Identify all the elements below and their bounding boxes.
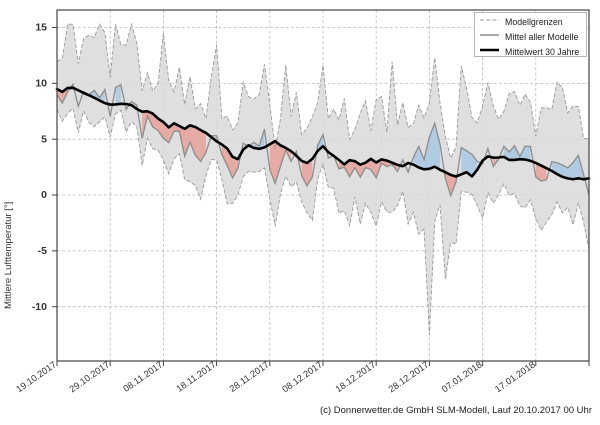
svg-text:08.12.2017: 08.12.2017: [280, 359, 324, 394]
svg-text:-10: -10: [32, 301, 47, 313]
svg-text:28.12.2017: 28.12.2017: [387, 359, 431, 394]
svg-text:5: 5: [41, 133, 47, 145]
svg-text:19.10.2017: 19.10.2017: [14, 359, 58, 394]
svg-text:29.10.2017: 29.10.2017: [67, 359, 111, 394]
svg-text:17.01.2018: 17.01.2018: [493, 359, 537, 394]
svg-text:15: 15: [35, 22, 47, 34]
svg-text:08.11.2017: 08.11.2017: [121, 359, 164, 393]
svg-text:-5: -5: [38, 245, 47, 257]
svg-text:07.01.2018: 07.01.2018: [440, 359, 484, 394]
svg-text:10: 10: [35, 78, 47, 90]
svg-text:0: 0: [41, 189, 47, 201]
svg-text:28.11.2017: 28.11.2017: [228, 359, 271, 393]
svg-text:18.12.2017: 18.12.2017: [333, 359, 377, 394]
svg-text:18.11.2017: 18.11.2017: [174, 359, 217, 393]
